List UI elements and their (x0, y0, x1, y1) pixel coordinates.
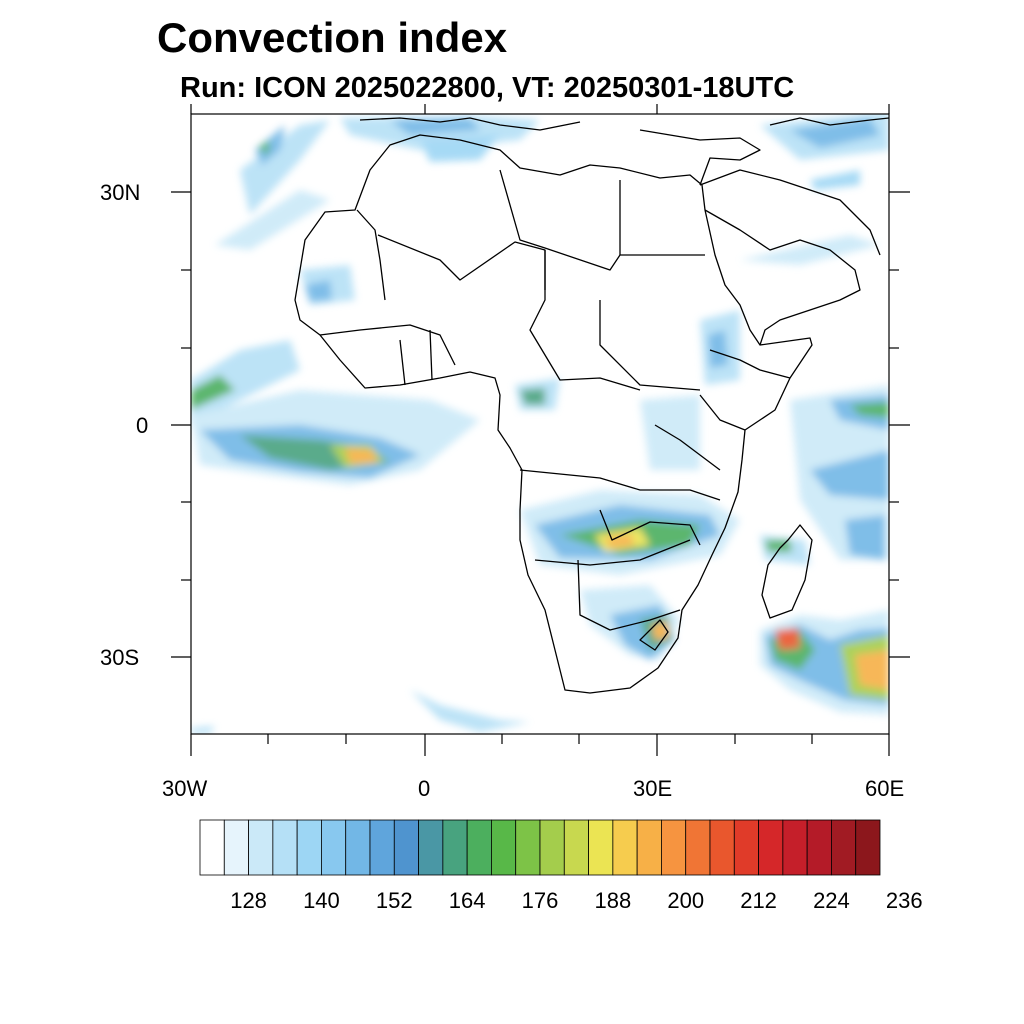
colorbar-swatch (466, 819, 492, 876)
colorbar-swatch (636, 819, 662, 876)
colorbar-label: 236 (885, 888, 923, 913)
map-title: Convection index (157, 14, 508, 61)
colorbar-swatch (733, 819, 759, 876)
colorbar-swatch (296, 819, 322, 876)
colorbar-swatch (588, 819, 614, 876)
colorbar-swatch (539, 819, 565, 876)
colorbar-label: 224 (813, 888, 850, 913)
colorbar-swatch (199, 819, 225, 876)
colorbar-swatch (248, 819, 274, 876)
colorbar-swatch (563, 819, 589, 876)
x-tick-label: 0 (418, 776, 431, 801)
convection-field-layer (191, 114, 889, 734)
colorbar-label: 188 (594, 888, 632, 913)
colorbar-swatch (612, 819, 638, 876)
x-tick-label: 60E (865, 776, 905, 801)
y-tick-label: 30S (100, 645, 140, 670)
map-frame (190, 113, 890, 735)
colorbar-swatch (709, 819, 735, 876)
colorbar-swatch (223, 819, 249, 876)
colorbar-swatch (491, 819, 517, 876)
y-tick-label: 30N (100, 180, 141, 205)
y-tick-label: 0 (136, 413, 149, 438)
colorbar-swatch (369, 819, 395, 876)
axis-ticks (171, 104, 910, 756)
colorbar-label: 140 (303, 888, 340, 913)
colorbar (199, 819, 881, 876)
colorbar-swatch (345, 819, 371, 876)
colorbar-swatch (782, 819, 808, 876)
colorbar-swatch (685, 819, 711, 876)
colorbar-swatch (855, 819, 881, 876)
x-tick-label: 30E (633, 776, 673, 801)
coastline-border-layer (294, 117, 889, 694)
colorbar-swatch (321, 819, 347, 876)
colorbar-label: 200 (667, 888, 705, 913)
colorbar-swatch (806, 819, 832, 876)
colorbar-swatch (661, 819, 687, 876)
colorbar-swatch (831, 819, 857, 876)
colorbar-swatch (515, 819, 541, 876)
map-subtitle: Run: ICON 2025022800, VT: 20250301-18UTC (180, 72, 795, 104)
colorbar-swatch (442, 819, 468, 876)
colorbar-swatch (418, 819, 444, 876)
colorbar-label: 176 (521, 888, 559, 913)
colorbar-label: 212 (740, 888, 777, 913)
colorbar-swatch (272, 819, 298, 876)
colorbar-swatch (758, 819, 784, 876)
x-tick-label: 30W (162, 776, 208, 801)
colorbar-label: 164 (448, 888, 486, 913)
colorbar-swatch (393, 819, 419, 876)
colorbar-label: 152 (375, 888, 413, 913)
colorbar-label: 128 (230, 888, 267, 913)
